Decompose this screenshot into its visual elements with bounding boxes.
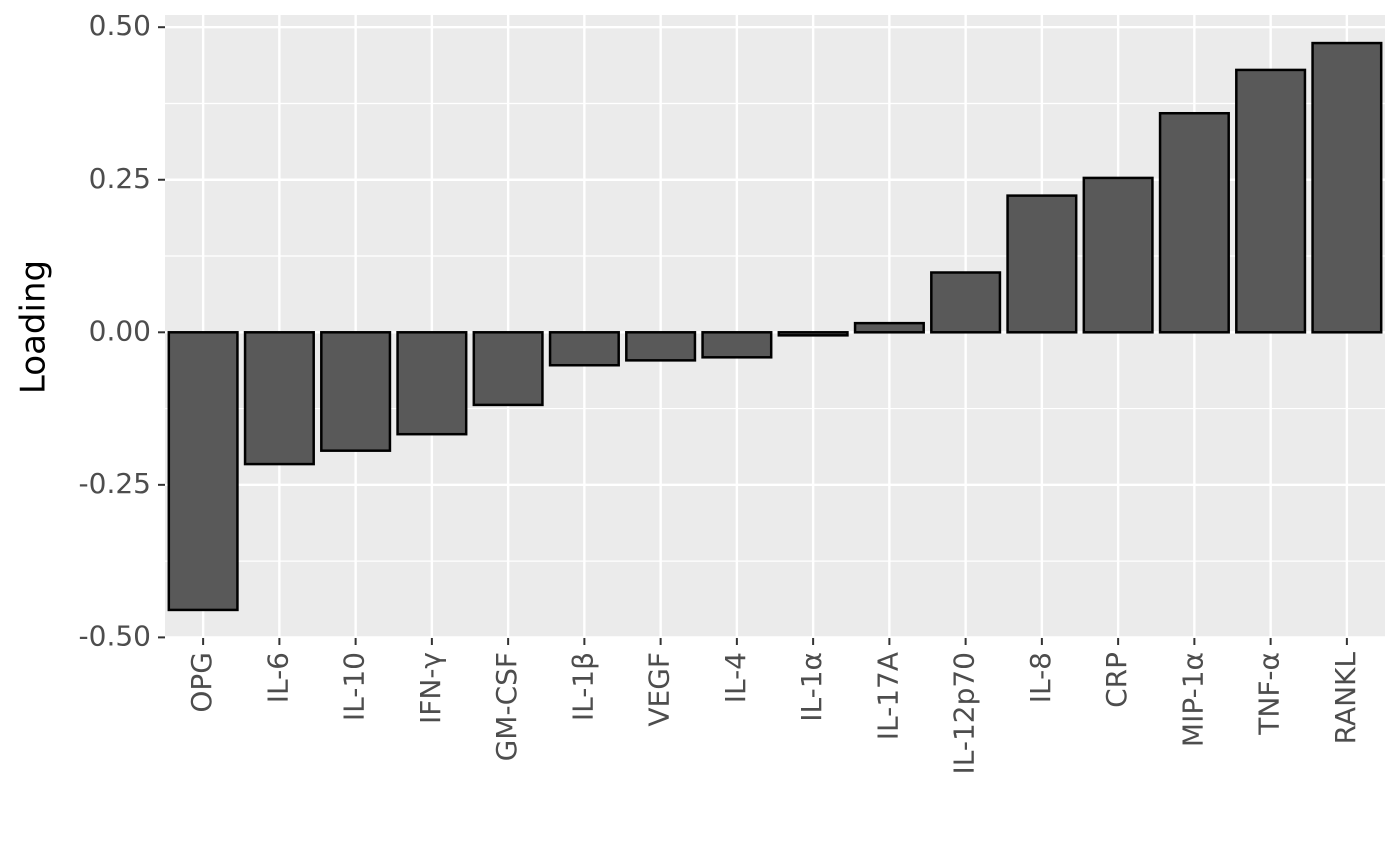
x-tick-label: TNF-α: [1253, 652, 1286, 736]
bar: [1158, 111, 1230, 334]
bar: [1235, 68, 1307, 334]
x-tick-label: IL-17A: [871, 652, 904, 740]
y-axis-title: Loading: [14, 260, 54, 394]
bar: [243, 331, 315, 466]
bar: [167, 331, 239, 612]
bar: [396, 331, 468, 436]
x-tick-label: CRP: [1100, 652, 1133, 708]
x-tick-label: OPG: [185, 652, 218, 713]
x-tick-label: IFN-γ: [414, 652, 447, 724]
x-tick-label: MIP-1α: [1176, 652, 1209, 747]
bar: [853, 321, 925, 334]
x-tick-label: IL-1β: [566, 652, 599, 721]
bar: [320, 331, 392, 452]
x-tick-label: RANKL: [1329, 652, 1362, 745]
bar: [1006, 194, 1078, 334]
x-tick-label: GM-CSF: [490, 652, 523, 761]
x-tick-label: IL-4: [719, 652, 752, 703]
x-tick-label: IL-10: [338, 652, 371, 721]
bar: [548, 331, 620, 367]
bar: [777, 331, 849, 337]
x-tick-label: IL-12p70: [948, 652, 981, 775]
x-tick-label: VEGF: [643, 652, 676, 727]
x-tick-label: IL-6: [261, 652, 294, 703]
y-tick-label: 0.00: [89, 314, 151, 347]
y-tick-label: -0.25: [79, 467, 151, 500]
bar: [625, 331, 697, 362]
bar: [1311, 41, 1383, 334]
y-tick-label: 0.25: [89, 162, 151, 195]
bar: [701, 331, 773, 359]
x-tick-label: IL-8: [1024, 652, 1057, 703]
bar: [472, 331, 544, 407]
bar: [930, 271, 1002, 334]
x-tick-label: IL-1α: [795, 652, 828, 722]
y-tick-label: -0.50: [79, 619, 151, 652]
y-tick-label: 0.50: [89, 9, 151, 42]
bar: [1082, 176, 1154, 334]
